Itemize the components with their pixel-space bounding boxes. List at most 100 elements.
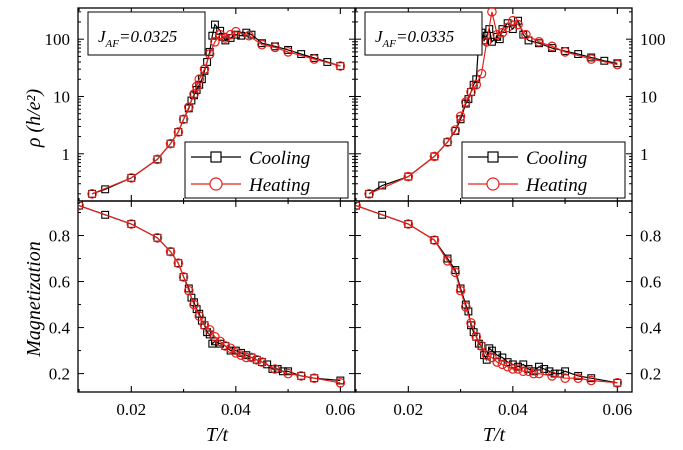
- data-point: [430, 236, 439, 245]
- y-tick-label: 100: [45, 30, 71, 49]
- y-tick-label: 0.6: [49, 273, 70, 292]
- legend-label-heating: Heating: [525, 175, 587, 196]
- data-point: [252, 355, 261, 364]
- data-point: [335, 377, 346, 388]
- y-tick-label: 100: [640, 30, 666, 49]
- data-point: [296, 371, 306, 381]
- data-point: [540, 365, 549, 373]
- data-point: [450, 125, 461, 135]
- series-heating: [87, 26, 346, 199]
- series-line: [355, 205, 618, 384]
- data-point: [429, 151, 440, 162]
- data-point: [518, 366, 529, 377]
- data-point: [403, 171, 414, 182]
- data-point: [503, 358, 512, 367]
- y-tick-label: 0.8: [49, 227, 70, 246]
- data-point: [492, 357, 502, 367]
- data-point: [153, 233, 162, 242]
- data-point: [215, 29, 225, 40]
- data-point: [101, 210, 110, 219]
- y-tick-label: 10: [640, 87, 657, 106]
- panel-bottom-left: 0.02 0.04 0.06 0.2 0.4 0.6 0.8: [49, 200, 356, 419]
- data-point: [210, 20, 219, 29]
- axis-text-layer: ρ (h/e²) Magnetization T/t T/t: [23, 88, 506, 446]
- data-point: [194, 311, 205, 321]
- y-tick-label: 0.4: [49, 319, 71, 338]
- series-line: [78, 205, 341, 384]
- data-point: [403, 219, 414, 229]
- panel-bottom-right: 0.02 0.04 0.06 0.2 0.4 0.6 0.8: [354, 200, 662, 419]
- data-point: [195, 80, 204, 89]
- data-point: [194, 74, 205, 85]
- data-point: [236, 350, 246, 360]
- data-point: [189, 299, 199, 310]
- y-tick-label: 0.2: [640, 365, 661, 384]
- annotation-box: [87, 11, 206, 56]
- data-point: [283, 368, 293, 379]
- x-tick-label: 0.02: [116, 400, 146, 419]
- plot-frame: [77, 200, 356, 393]
- data-point: [225, 29, 236, 40]
- data-point: [126, 173, 137, 183]
- data-point: [586, 375, 597, 386]
- data-point: [166, 139, 175, 148]
- data-point: [174, 128, 183, 136]
- data-point: [165, 246, 176, 257]
- data-point: [508, 364, 518, 374]
- x-tick-label: 0.06: [325, 400, 355, 419]
- data-point: [309, 54, 320, 64]
- data-point: [534, 36, 544, 47]
- x-tick-label: 0.04: [498, 400, 528, 419]
- data-point: [471, 79, 482, 90]
- legend-marker-circle: [209, 177, 223, 191]
- series-heating: [355, 201, 623, 388]
- data-point: [165, 138, 176, 149]
- data-point: [502, 361, 513, 372]
- annotation-box: [364, 11, 483, 56]
- data-point: [220, 341, 231, 351]
- panels-layer: 1 10 100 Cooling Heating JAF=0.0325 1 10 100 Cool…: [45, 7, 666, 419]
- data-point: [561, 367, 570, 376]
- data-point: [612, 59, 623, 70]
- data-point: [534, 368, 544, 379]
- data-point: [442, 137, 453, 147]
- data-point: [497, 27, 508, 38]
- y-tick-label: 10: [53, 87, 70, 106]
- data-point: [199, 64, 210, 74]
- data-point: [508, 360, 517, 369]
- data-point: [513, 364, 523, 374]
- legend: Cooling Heating: [184, 141, 349, 199]
- data-point: [497, 359, 508, 370]
- data-point: [528, 368, 539, 379]
- x-axis-label-left: T/t: [206, 424, 229, 446]
- data-point: [78, 201, 84, 211]
- panel-top-left: 1 10 100 Cooling Heating JAF=0.0325: [45, 7, 356, 202]
- data-point: [573, 373, 583, 383]
- data-point: [257, 39, 267, 50]
- data-point: [355, 201, 360, 210]
- y-tick-label: 0.4: [640, 319, 662, 338]
- data-point: [126, 219, 137, 229]
- data-point: [179, 115, 188, 124]
- y-tick-label: 0.8: [640, 227, 661, 246]
- data-point: [231, 26, 241, 37]
- data-point: [152, 233, 163, 243]
- data-point: [471, 331, 482, 342]
- data-point: [498, 353, 507, 362]
- data-point: [270, 42, 280, 53]
- data-point: [442, 256, 453, 266]
- data-point: [487, 346, 496, 355]
- data-point: [550, 369, 559, 378]
- data-point: [547, 41, 557, 52]
- data-point: [521, 29, 531, 40]
- data-point: [270, 364, 280, 374]
- annotation-text: JAF=0.0335: [375, 27, 454, 50]
- y-tick-label: 1: [640, 145, 649, 164]
- data-point: [336, 62, 345, 70]
- legend-label-cooling: Cooling: [526, 148, 587, 169]
- data-point: [210, 337, 219, 346]
- data-point: [244, 30, 254, 41]
- data-point: [460, 97, 471, 107]
- data-point: [378, 181, 387, 190]
